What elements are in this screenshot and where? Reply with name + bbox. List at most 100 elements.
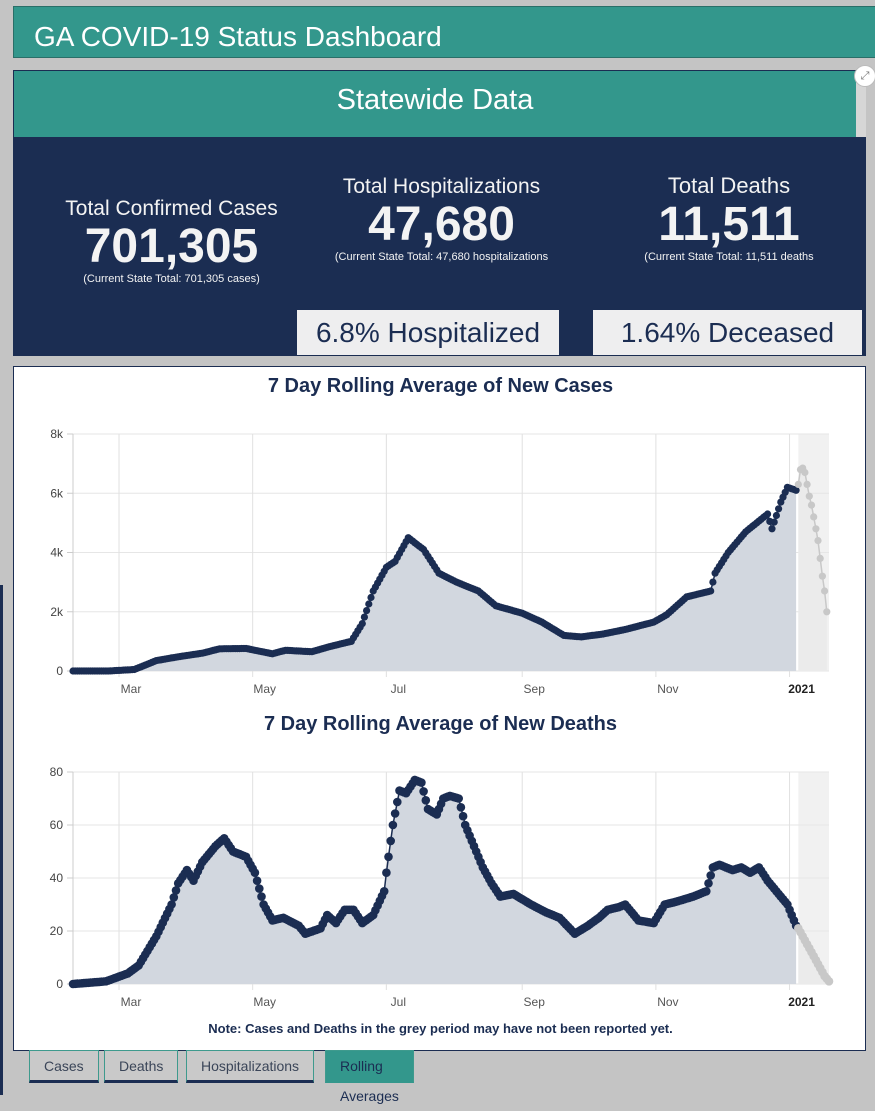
data-point [706, 871, 715, 880]
grey-data-point [794, 480, 802, 488]
x-tick-label: 2021 [788, 995, 815, 1009]
grey-data-point [821, 587, 829, 595]
y-tick-label: 80 [50, 765, 64, 779]
reported-area [73, 487, 797, 671]
data-point [384, 852, 393, 862]
data-point [363, 607, 371, 615]
scrollbar[interactable] [856, 71, 866, 137]
data-point [169, 893, 179, 902]
data-point [770, 518, 778, 526]
expand-arrows-icon[interactable]: ⤢ [854, 65, 875, 87]
tab-label: Deaths [119, 1058, 164, 1074]
y-tick-label: 60 [50, 818, 64, 832]
grey-data-point [816, 554, 824, 562]
grey-data-point [807, 501, 816, 509]
total-cases-label: Total Confirmed Cases [65, 197, 278, 220]
x-tick-label: Mar [121, 995, 142, 1009]
y-tick-label: 2k [50, 605, 64, 619]
deaths-chart-title: 7 Day Rolling Average of New Deaths [263, 713, 618, 735]
y-tick-label: 8k [50, 427, 64, 441]
x-tick-label: May [253, 995, 276, 1009]
grey-period-note: Note: Cases and Deaths in the grey perio… [208, 1021, 673, 1036]
total-cases-stat: Total Confirmed Cases 701,305 (Current S… [44, 197, 299, 285]
data-point [775, 505, 783, 513]
x-tick-label: 2021 [788, 682, 815, 696]
total-deaths-label: Total Deaths [667, 173, 791, 198]
cases-chart: 0 2k 4k 6k 8k Mar May Jul Sep Nov 2021 [50, 427, 831, 696]
grey-data-point [824, 977, 834, 986]
data-point [709, 578, 717, 586]
data-point [167, 900, 176, 909]
data-point [255, 884, 264, 893]
total-hospitalizations-value: 47,680 [368, 198, 515, 251]
data-point [252, 876, 262, 885]
data-point [792, 486, 800, 494]
data-point [393, 797, 402, 807]
total-hospitalizations-stat: Total Hospitalizations 47,680 (Current S… [304, 175, 579, 263]
data-point [456, 803, 466, 812]
tab-label: Cases [44, 1058, 84, 1074]
data-point [360, 613, 368, 621]
data-point [417, 778, 426, 787]
x-tick-label: May [253, 682, 276, 696]
data-point [390, 809, 400, 818]
app-title-bar: GA COVID-19 Status Dashboard [13, 6, 875, 58]
data-point [171, 886, 181, 895]
data-point [365, 600, 373, 608]
x-tick-label: Nov [657, 682, 678, 696]
cases-chart-title: 7 Day Rolling Average of New Cases [267, 375, 614, 397]
data-point [386, 836, 396, 846]
data-point [702, 887, 711, 896]
grey-data-point [812, 525, 820, 533]
total-hospitalizations-sub: (Current State Total: 47,680 hospitaliza… [334, 251, 549, 263]
data-point [419, 787, 428, 796]
data-point [772, 511, 781, 520]
x-tick-label: Nov [657, 995, 678, 1009]
hospitalized-percent: 6.8% Hospitalized [295, 310, 559, 355]
left-edge-strip [0, 585, 3, 1095]
data-point [257, 892, 266, 901]
data-point [458, 811, 468, 821]
data-point [382, 868, 391, 877]
tab-label: Hospitalizations [201, 1058, 300, 1074]
grey-data-point [823, 608, 831, 616]
data-point [707, 587, 715, 595]
data-point [704, 879, 713, 888]
tab-label: Rolling Averages [340, 1058, 399, 1104]
statewide-header: Statewide Data [14, 71, 856, 137]
x-tick-label: Mar [121, 682, 142, 696]
data-point [768, 525, 776, 533]
tab-rolling-averages[interactable]: Rolling Averages [325, 1050, 414, 1104]
y-tick-label: 4k [50, 546, 64, 560]
data-point [388, 820, 398, 830]
grey-data-point [810, 513, 818, 521]
data-point [454, 794, 464, 803]
y-tick-label: 20 [50, 924, 64, 938]
data-point [250, 868, 260, 877]
reported-area [73, 779, 797, 984]
rolling-averages-panel: 7 Day Rolling Average of New Cases 0 2k 4k… [13, 366, 866, 1051]
grey-data-point [818, 572, 827, 580]
data-point [421, 796, 431, 805]
tab-hospitalizations[interactable]: Hospitalizations [186, 1050, 315, 1083]
data-point [379, 887, 389, 896]
statewide-panel: Statewide Data Total Confirmed Cases 701… [13, 70, 866, 356]
grey-period-area [798, 468, 827, 671]
grey-data-point [803, 480, 811, 488]
deaths-chart: 0 20 40 60 80 Mar May Jul Sep Nov 2021 [50, 765, 834, 1009]
total-hospitalizations-label: Total Hospitalizations [342, 175, 541, 198]
deceased-percent: 1.64% Deceased [591, 310, 862, 355]
x-tick-label: Jul [391, 682, 406, 696]
statewide-stats: Total Confirmed Cases 701,305 (Current S… [14, 137, 865, 355]
total-deaths-value: 11,511 [658, 198, 800, 251]
data-point [764, 510, 772, 518]
data-point [358, 620, 366, 628]
tab-cases[interactable]: Cases [29, 1050, 99, 1083]
grey-data-point [805, 492, 813, 500]
grey-data-point [801, 468, 809, 477]
tab-deaths[interactable]: Deaths [104, 1050, 179, 1083]
y-tick-label: 6k [50, 486, 64, 500]
total-deaths-sub: (Current State Total: 11,511 deaths [644, 251, 814, 263]
grey-data-point [814, 537, 822, 545]
total-deaths-stat: Total Deaths 11,511 (Current State Total… [604, 173, 854, 263]
